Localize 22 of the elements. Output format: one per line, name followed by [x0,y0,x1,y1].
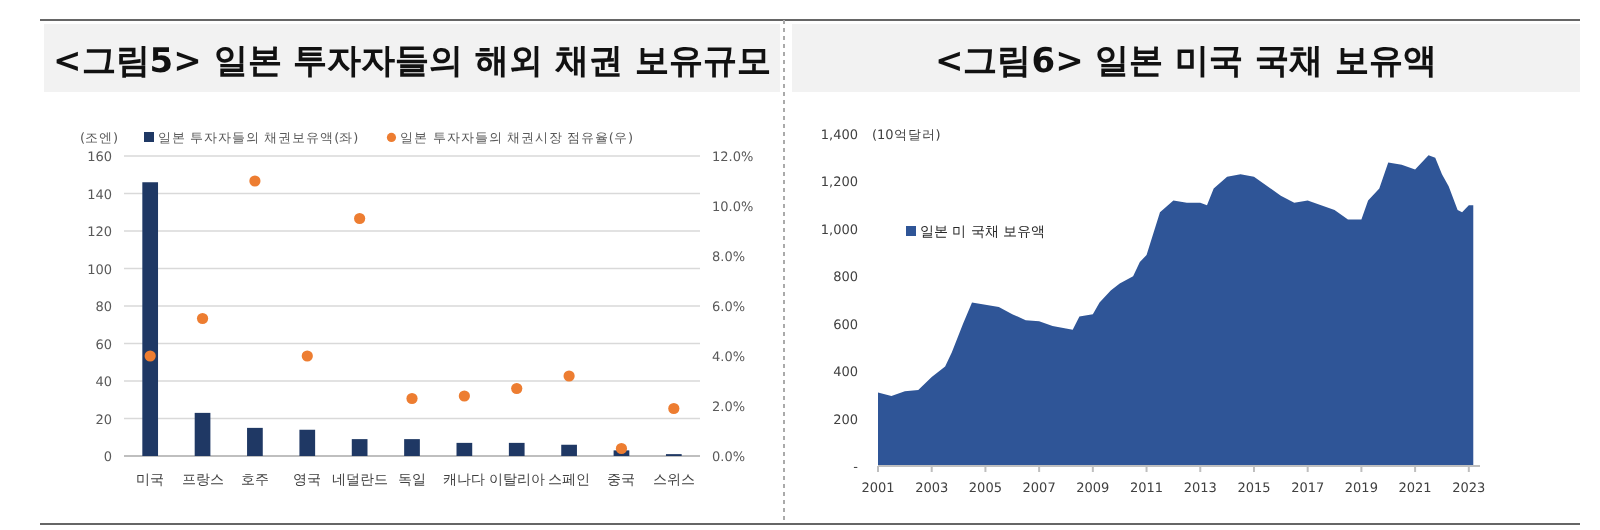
point [668,402,680,415]
point [196,312,209,325]
bar [194,412,211,456]
bar [561,444,577,456]
point [615,442,628,455]
chart-title: <그림5> 일본 투자자들의 해외 채권 보유규모 [53,42,771,82]
point [354,212,366,225]
point [458,390,470,402]
chart-title: <그림6> 일본 미국 국채 보유액 [935,42,1437,82]
point [144,350,156,362]
point [406,392,418,405]
point [249,175,261,187]
bar [247,427,263,456]
bar [142,182,159,456]
bar [508,442,525,456]
bar [351,439,368,456]
point [511,382,523,395]
bar [404,439,420,456]
point [301,350,313,362]
bar [299,429,316,456]
bar [456,442,473,456]
point [563,370,575,382]
